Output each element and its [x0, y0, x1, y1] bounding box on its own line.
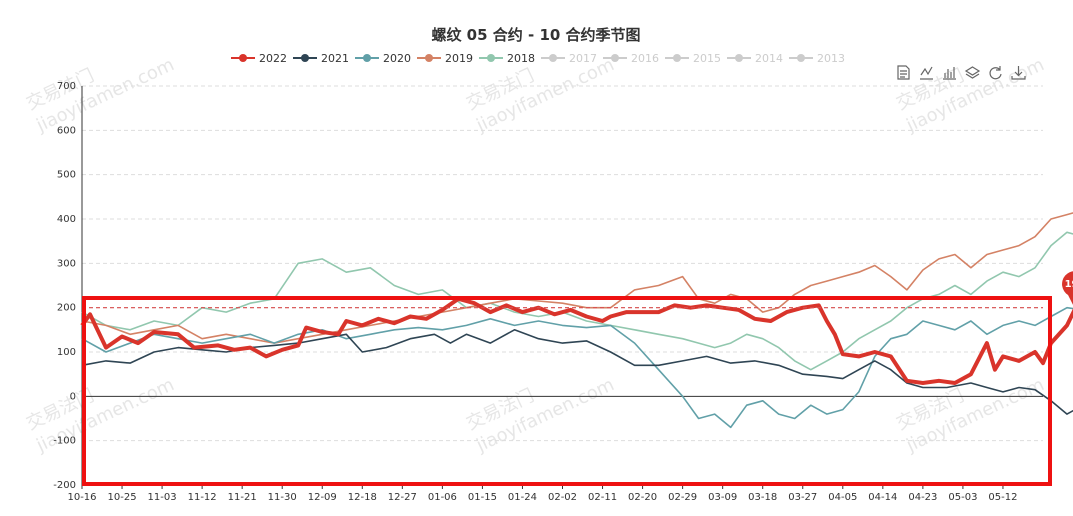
- y-tick-label: 700: [57, 81, 76, 92]
- marker-label: 197: [1065, 279, 1073, 290]
- x-tick-label: 12-18: [348, 492, 377, 503]
- y-tick-label: 400: [57, 214, 76, 225]
- legend-item-2018[interactable]: 2018: [479, 52, 535, 65]
- series-layer: [80, 212, 1073, 429]
- y-tick-label: 200: [57, 303, 76, 314]
- y-tick-label: -200: [53, 480, 76, 491]
- y-tick-label: 500: [57, 170, 76, 181]
- legend-label: 2016: [631, 52, 659, 65]
- restore-icon[interactable]: [989, 66, 1002, 80]
- legend-item-2019[interactable]: 2019: [417, 52, 473, 65]
- legend-label: 2019: [445, 52, 473, 65]
- x-tick-label: 12-09: [308, 492, 337, 503]
- chart-title: 螺纹 05 合约 - 10 合约季节图: [431, 26, 640, 44]
- x-tick-label: 04-14: [868, 492, 897, 503]
- y-tick-label: 300: [57, 258, 76, 269]
- x-tick-label: 02-02: [548, 492, 577, 503]
- legend-dot: [301, 54, 309, 62]
- y-tick-label: 100: [57, 347, 76, 358]
- x-axis: 10-16 10-25 11-03 11-12 11-21 11-30 12-09 12-18…: [67, 484, 1043, 503]
- x-tick-label: 04-23: [908, 492, 937, 503]
- legend-dot: [425, 54, 433, 62]
- series-line-2021: [81, 329, 1073, 415]
- legend-item-2021[interactable]: 2021: [293, 52, 349, 65]
- legend-item-2016[interactable]: 2016: [603, 52, 659, 65]
- legend: 2022 2021 2020 2019 2018 2017 2016 2015 2014 2013: [231, 52, 845, 65]
- legend-dot: [611, 54, 619, 62]
- legend-dot: [363, 54, 371, 62]
- legend-dot: [239, 54, 247, 62]
- legend-label: 2017: [569, 52, 597, 65]
- legend-item-2013[interactable]: 2013: [789, 52, 845, 65]
- download-icon[interactable]: [1011, 66, 1026, 80]
- legend-label: 2013: [817, 52, 845, 65]
- x-tick-label: 10-25: [108, 492, 137, 503]
- x-tick-label: 03-27: [788, 492, 817, 503]
- legend-item-2014[interactable]: 2014: [727, 52, 783, 65]
- x-tick-label: 11-03: [148, 492, 177, 503]
- highlight-box: [82, 296, 1052, 486]
- x-tick-label: 11-21: [228, 492, 257, 503]
- series-line-2020: [81, 306, 1073, 429]
- x-tick-label: 04-05: [828, 492, 857, 503]
- line-switch-icon[interactable]: [920, 66, 933, 80]
- legend-dot: [673, 54, 681, 62]
- legend-item-2022[interactable]: 2022: [231, 52, 287, 65]
- stack-icon[interactable]: [964, 66, 981, 79]
- x-tick-label: 11-30: [268, 492, 297, 503]
- legend-dot: [487, 54, 495, 62]
- x-tick-label: 12-27: [388, 492, 417, 503]
- series-line-2019: [81, 212, 1073, 344]
- value-marker: 197: [1062, 271, 1073, 305]
- marker-pin: [1062, 271, 1073, 305]
- x-tick-label: 10-16: [67, 492, 96, 503]
- series-line-2018: [81, 231, 1073, 371]
- x-tick-label: 02-20: [628, 492, 657, 503]
- x-tick-label: 01-15: [468, 492, 497, 503]
- legend-label: 2015: [693, 52, 721, 65]
- legend-label: 2020: [383, 52, 411, 65]
- legend-item-2020[interactable]: 2020: [355, 52, 411, 65]
- series-line-2022: [80, 296, 1073, 385]
- legend-label: 2018: [507, 52, 535, 65]
- legend-dot: [735, 54, 743, 62]
- x-tick-label: 02-11: [588, 492, 617, 503]
- x-tick-label: 02-29: [668, 492, 697, 503]
- x-tick-label: 05-03: [948, 492, 977, 503]
- legend-item-2017[interactable]: 2017: [541, 52, 597, 65]
- legend-label: 2021: [321, 52, 349, 65]
- x-tick-label: 03-18: [748, 492, 777, 503]
- x-tick-label: 11-12: [188, 492, 217, 503]
- y-tick-label: 0: [70, 391, 76, 402]
- legend-label: 2014: [755, 52, 783, 65]
- x-tick-label: 01-06: [428, 492, 457, 503]
- legend-dot: [797, 54, 805, 62]
- y-tick-label: -100: [53, 436, 76, 447]
- legend-label: 2022: [259, 52, 287, 65]
- legend-dot: [549, 54, 557, 62]
- y-tick-label: 600: [57, 125, 76, 136]
- legend-item-2015[interactable]: 2015: [665, 52, 721, 65]
- x-tick-label: 05-12: [988, 492, 1017, 503]
- x-tick-label: 03-09: [708, 492, 737, 503]
- x-tick-label: 01-24: [508, 492, 537, 503]
- toolbox: [897, 65, 1026, 80]
- data-view-icon[interactable]: [897, 65, 910, 80]
- bar-switch-icon[interactable]: [943, 67, 956, 80]
